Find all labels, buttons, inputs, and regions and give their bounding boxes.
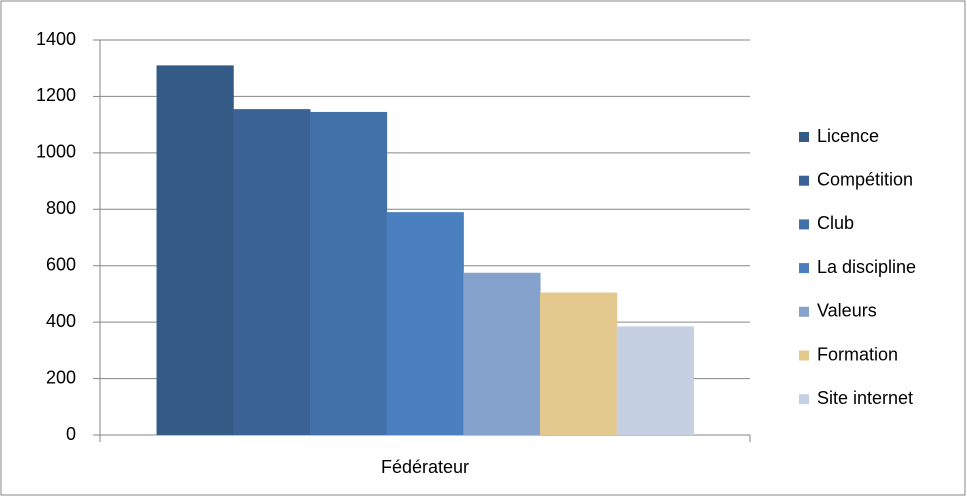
y-tick-label: 1200 (36, 85, 76, 105)
legend-swatch (799, 350, 809, 361)
y-tick-label: 0 (66, 424, 76, 444)
y-tick-label: 800 (46, 198, 76, 218)
bar (233, 109, 311, 435)
legend-label: Licence (817, 126, 879, 146)
bar (463, 272, 541, 435)
legend-label: La discipline (817, 257, 916, 277)
y-tick-label: 200 (46, 367, 76, 387)
x-tick-label: Fédérateur (381, 457, 469, 477)
legend-swatch (799, 306, 809, 317)
legend-label: Valeurs (817, 301, 877, 321)
legend-swatch (799, 394, 809, 405)
y-tick-label: 1400 (36, 29, 76, 49)
y-tick-label: 600 (46, 254, 76, 274)
bar (616, 326, 694, 435)
legend-swatch (799, 175, 809, 186)
bar (309, 111, 388, 436)
y-tick-label: 400 (46, 311, 76, 331)
legend-swatch (799, 132, 809, 142)
bar (540, 292, 618, 435)
bar (156, 65, 234, 436)
legend-swatch (799, 263, 809, 274)
bar (386, 212, 464, 435)
y-tick-label: 1000 (36, 142, 76, 162)
legend-label: Club (817, 213, 854, 233)
legend-swatch (799, 219, 809, 230)
legend-label: Site internet (817, 388, 913, 408)
legend-label: Compétition (817, 169, 913, 189)
legend-label: Formation (817, 344, 898, 364)
